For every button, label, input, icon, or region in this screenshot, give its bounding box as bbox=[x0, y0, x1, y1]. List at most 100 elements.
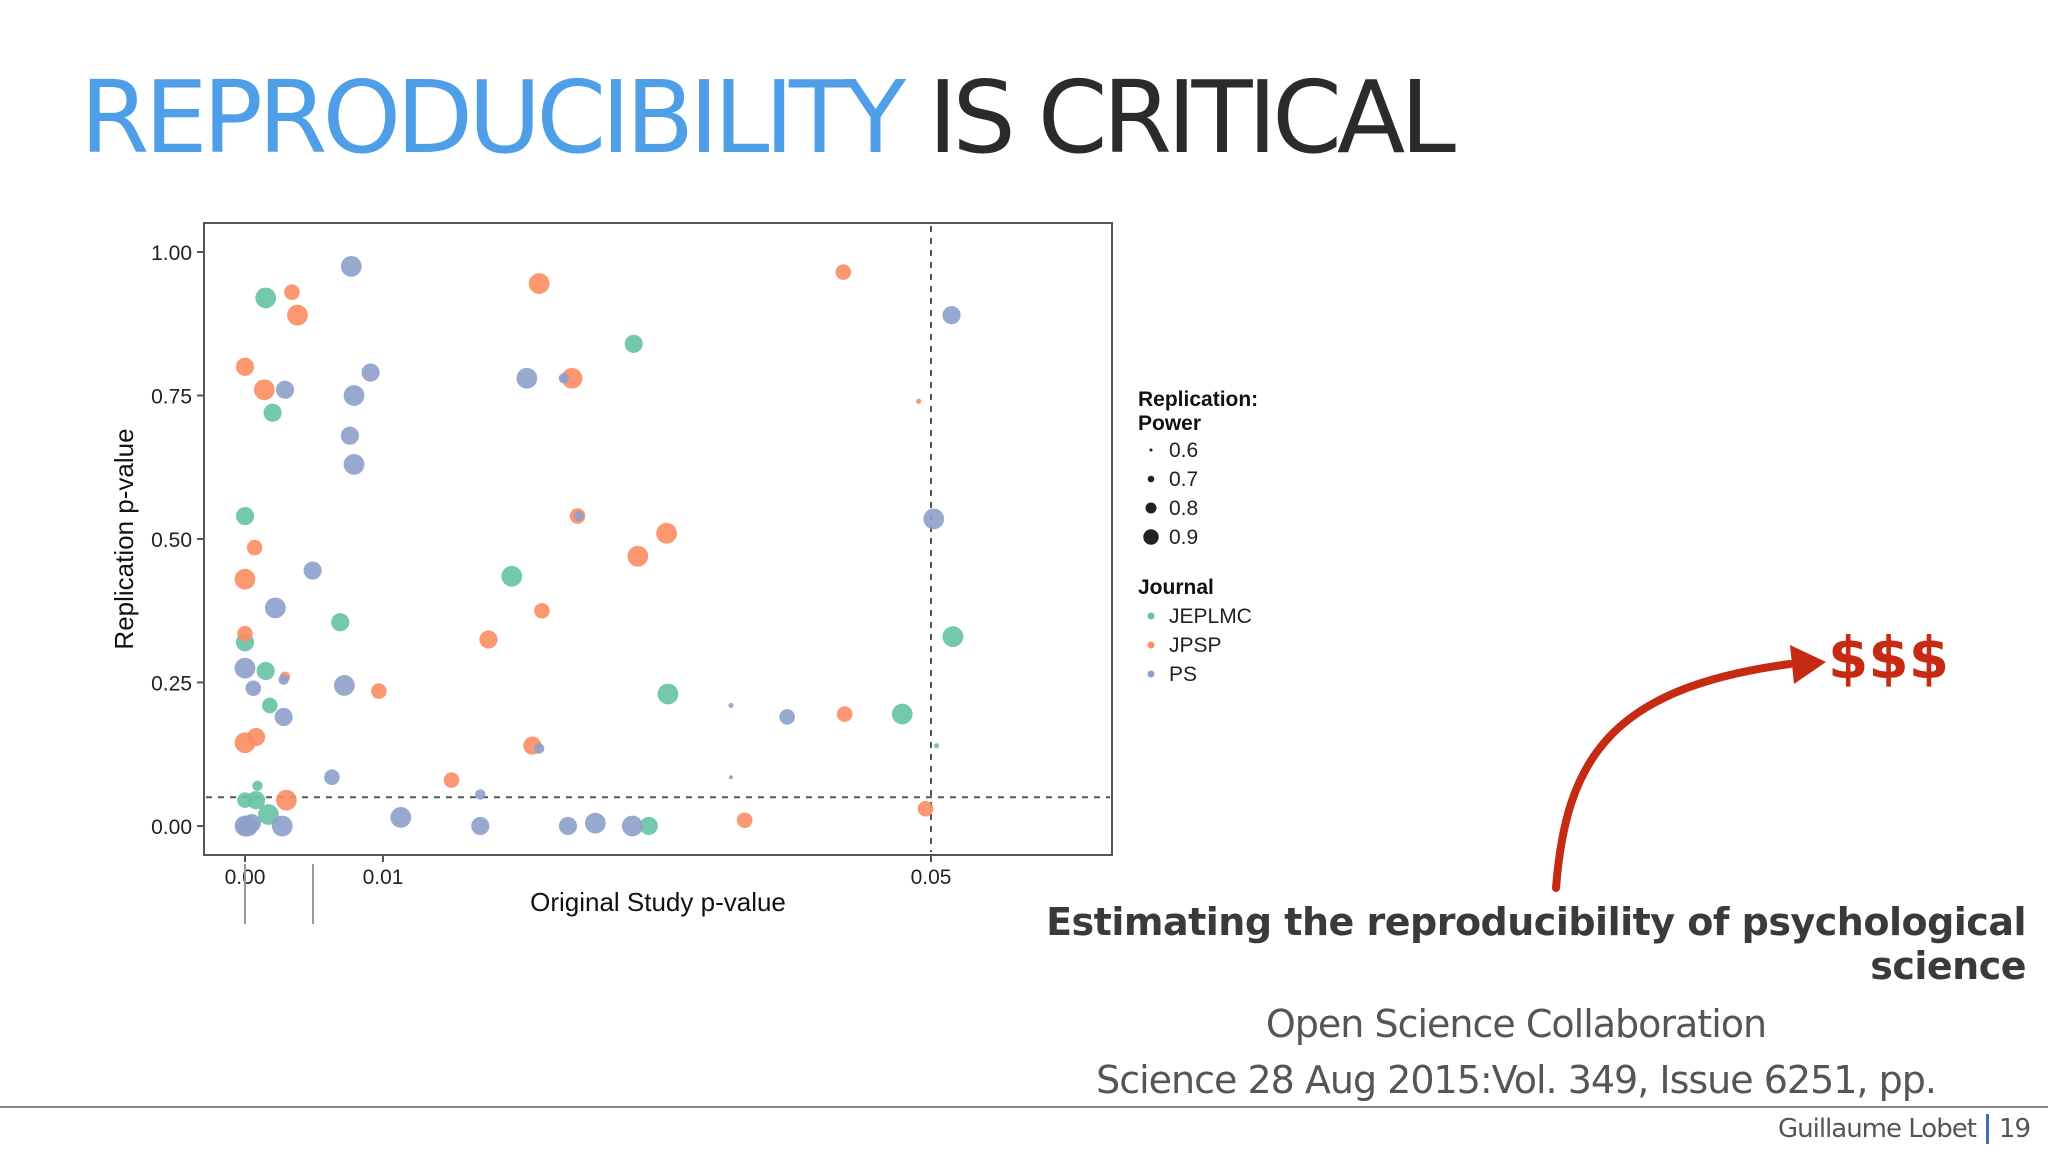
data-point-jeplmc bbox=[891, 703, 913, 725]
data-point-jpsp bbox=[235, 357, 255, 376]
data-point-jpsp bbox=[246, 539, 263, 556]
footer-author: Guillaume Lobet bbox=[1777, 1114, 1977, 1144]
money-annotation: $$$ bbox=[1828, 624, 1950, 692]
data-point-ps bbox=[242, 814, 261, 833]
data-point-jeplmc bbox=[942, 626, 964, 647]
data-point-ps bbox=[340, 255, 362, 277]
legend-journal-items: JEPLMC JPSP PS bbox=[1147, 605, 1252, 686]
page-number: 19 bbox=[1998, 1114, 2031, 1144]
data-point-ps bbox=[533, 743, 545, 754]
data-point-ps bbox=[275, 380, 295, 399]
legend-journal-marker bbox=[1147, 612, 1155, 620]
data-point-ps bbox=[278, 674, 289, 685]
data-point-jeplmc bbox=[639, 816, 658, 836]
legend-size-marker bbox=[1149, 448, 1153, 452]
data-point-jpsp bbox=[287, 304, 308, 326]
data-point-ps bbox=[475, 789, 486, 800]
data-point-jpsp bbox=[246, 727, 266, 747]
legend-size-label: 0.7 bbox=[1169, 468, 1198, 491]
data-point-ps bbox=[621, 815, 643, 837]
paper-title: Estimating the reproducibility of psycho… bbox=[1046, 900, 2026, 988]
data-point-ps bbox=[274, 707, 293, 727]
data-point-ps bbox=[779, 709, 795, 725]
y-tick-label: 0.75 bbox=[151, 386, 192, 409]
data-point-jeplmc bbox=[258, 804, 279, 825]
legend-size-label: 0.6 bbox=[1169, 439, 1198, 462]
data-point-jpsp bbox=[253, 379, 275, 401]
data-point-jpsp bbox=[237, 625, 253, 642]
legend-size-label: 0.8 bbox=[1169, 497, 1198, 520]
data-point-ps bbox=[728, 775, 733, 780]
data-points bbox=[234, 255, 964, 837]
data-point-jpsp bbox=[479, 630, 498, 649]
legend-color-title: Journal bbox=[1138, 576, 1214, 599]
data-point-jeplmc bbox=[256, 661, 275, 681]
data-point-ps bbox=[343, 453, 365, 475]
data-point-jpsp bbox=[917, 800, 934, 817]
legend-journal-label: PS bbox=[1169, 663, 1197, 686]
legend-size-marker bbox=[1143, 529, 1159, 545]
data-point-jpsp bbox=[836, 706, 853, 722]
data-point-jeplmc bbox=[252, 780, 263, 792]
data-point-ps bbox=[516, 367, 538, 389]
data-point-jpsp bbox=[627, 545, 649, 567]
data-point-jpsp bbox=[561, 367, 583, 389]
data-point-ps bbox=[558, 373, 570, 384]
slide-title: REPRODUCIBILITY IS CRITICAL bbox=[80, 58, 1456, 178]
data-point-ps bbox=[340, 426, 359, 445]
legend-journal-marker bbox=[1147, 641, 1155, 649]
data-point-ps bbox=[303, 561, 322, 580]
chart-legend: Replication: Power 0.60.70.80.9 Journal … bbox=[1138, 388, 1258, 686]
data-point-jpsp bbox=[371, 683, 387, 699]
data-point-ps bbox=[324, 769, 340, 786]
footer-separator bbox=[1985, 1114, 1989, 1144]
x-tick-label: 0.05 bbox=[911, 866, 952, 889]
y-tick-label: 0.00 bbox=[151, 816, 192, 839]
data-point-jpsp bbox=[276, 789, 297, 811]
data-point-jpsp bbox=[736, 812, 753, 829]
data-point-jeplmc bbox=[331, 613, 350, 632]
data-point-ps bbox=[245, 680, 262, 697]
y-tick-label: 0.50 bbox=[151, 529, 192, 552]
legend-journal-label: JPSP bbox=[1169, 634, 1222, 657]
data-point-ps bbox=[343, 385, 365, 406]
data-point-ps bbox=[271, 815, 293, 837]
x-tick-label: 0.01 bbox=[363, 866, 404, 889]
data-point-ps bbox=[558, 816, 578, 836]
data-point-jpsp bbox=[528, 273, 550, 294]
data-point-ps bbox=[264, 597, 286, 619]
data-point-jeplmc bbox=[262, 697, 278, 714]
data-point-ps bbox=[234, 657, 256, 679]
data-point-ps bbox=[573, 510, 585, 522]
arrow-curve bbox=[1552, 660, 1794, 892]
data-point-ps bbox=[471, 816, 490, 836]
slide-title-rest: IS CRITICAL bbox=[901, 59, 1456, 176]
legend-journal-label: JEPLMC bbox=[1169, 605, 1252, 628]
data-point-jpsp bbox=[835, 264, 852, 280]
data-point-ps bbox=[923, 508, 945, 530]
paper-authors: Open Science Collaboration bbox=[1265, 1002, 1767, 1046]
slide-footer: Guillaume Lobet 19 bbox=[1777, 1114, 2031, 1144]
legend-size-marker bbox=[1147, 475, 1155, 483]
legend-size-items: 0.6 0.7 0.8 0.9 bbox=[1143, 439, 1198, 549]
data-point-jpsp bbox=[284, 284, 300, 300]
data-point-ps bbox=[584, 812, 606, 834]
reference-lines bbox=[206, 226, 1110, 852]
data-point-jpsp bbox=[916, 398, 922, 404]
x-axis-label: Original Study p-value bbox=[530, 887, 786, 917]
data-point-jpsp bbox=[656, 522, 677, 544]
paper-caption: Estimating the reproducibility of psycho… bbox=[926, 900, 2026, 1102]
data-point-jeplmc bbox=[246, 791, 266, 810]
slide-title-accent: REPRODUCIBILITY bbox=[80, 59, 906, 176]
data-point-ps bbox=[390, 806, 412, 828]
arrow-head bbox=[1790, 645, 1826, 684]
data-point-jeplmc bbox=[657, 683, 679, 705]
data-point-jpsp bbox=[534, 602, 550, 619]
y-axis: 0.00 0.25 0.50 0.75 1.00 bbox=[151, 242, 204, 839]
data-point-jpsp bbox=[234, 568, 256, 590]
footer-divider bbox=[0, 1106, 2048, 1108]
data-point-ps bbox=[942, 306, 961, 325]
data-point-jeplmc bbox=[263, 403, 282, 422]
x-axis: 0.00 0.01 0.05 bbox=[225, 855, 952, 924]
